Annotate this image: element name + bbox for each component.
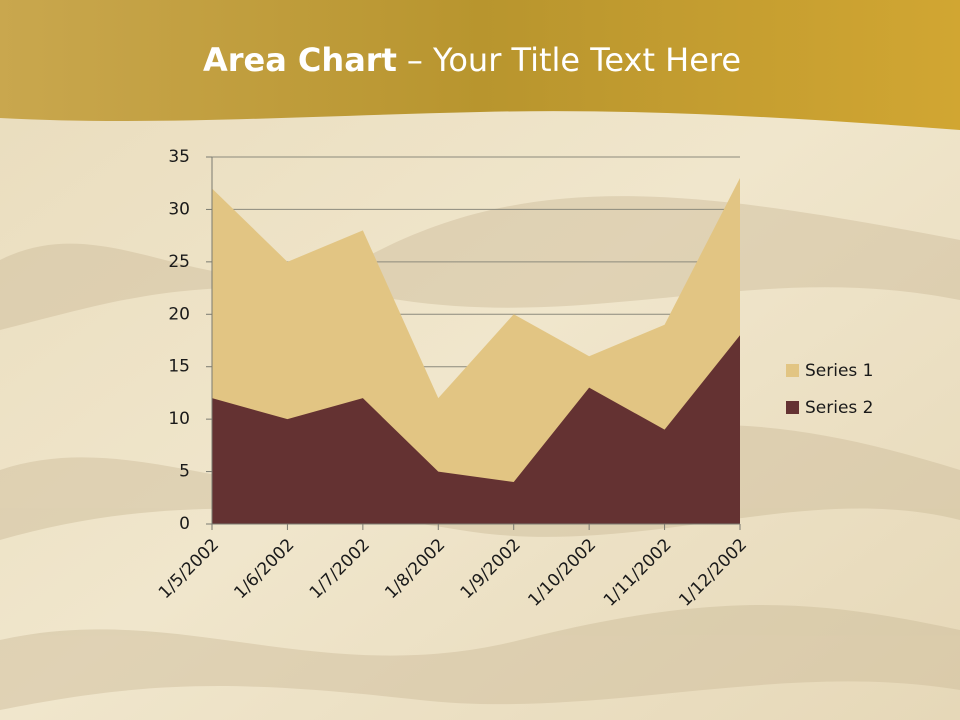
slide-title: Area Chart – Your Title Text Here xyxy=(203,41,741,79)
y-tick-label: 25 xyxy=(168,252,190,272)
y-tick-label: 10 xyxy=(168,409,190,429)
legend-swatch xyxy=(786,401,799,414)
y-tick-label: 15 xyxy=(168,357,190,377)
title-bold: Area Chart xyxy=(203,41,397,79)
area xyxy=(212,335,740,524)
title-band xyxy=(0,0,960,130)
y-tick-label: 35 xyxy=(168,147,190,167)
legend-label: Series 2 xyxy=(805,398,874,418)
y-tick-label: 5 xyxy=(179,462,190,482)
y-tick-label: 0 xyxy=(179,514,190,534)
y-tick-label: 20 xyxy=(168,304,190,324)
legend-swatch xyxy=(786,364,799,377)
y-tick-label: 30 xyxy=(168,199,190,219)
legend-label: Series 1 xyxy=(805,361,874,381)
title-rest: – Your Title Text Here xyxy=(407,41,741,79)
